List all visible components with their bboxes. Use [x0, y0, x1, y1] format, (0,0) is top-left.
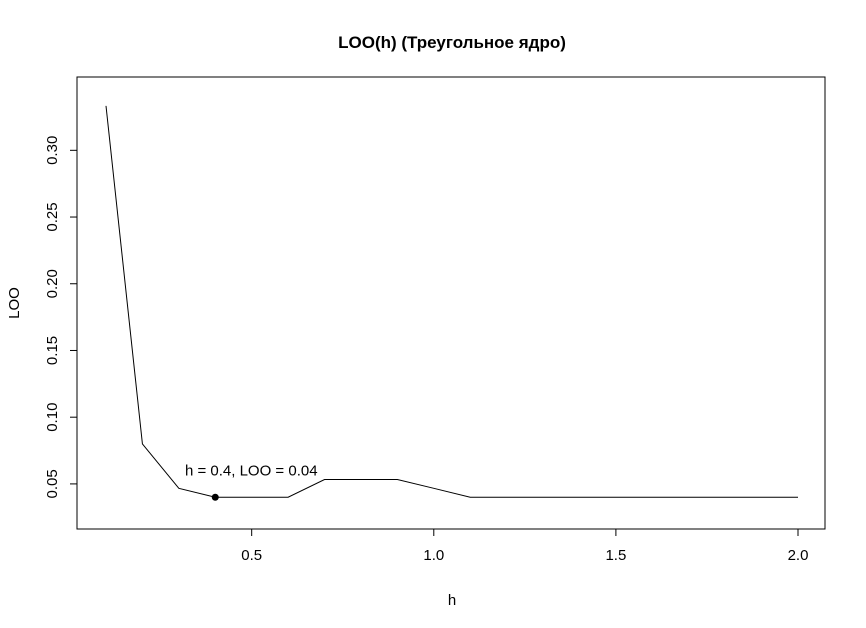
y-axis: 0.05 0.10 0.15 0.20 0.25 0.30 [44, 136, 78, 499]
optimal-h-annotation: h = 0.4, LOO = 0.04 [185, 462, 318, 479]
chart-title: LOO(h) (Треугольное ядро) [338, 33, 566, 52]
x-tick-label: 1.0 [423, 547, 444, 564]
loo-series-line [105, 105, 798, 498]
y-tick-label: 0.30 [44, 136, 61, 165]
y-tick-label: 0.10 [44, 403, 61, 432]
plot-box [76, 76, 826, 530]
x-axis-label: h [448, 592, 456, 609]
y-tick-label: 0.20 [44, 269, 61, 298]
x-tick-label: 1.5 [605, 547, 626, 564]
x-tick-label: 0.5 [241, 547, 262, 564]
y-tick-label: 0.15 [44, 336, 61, 365]
optimal-h-point [211, 493, 219, 501]
x-axis: 0.5 1.0 1.5 2.0 [241, 528, 809, 564]
y-tick-label: 0.25 [44, 202, 61, 231]
y-tick-label: 0.05 [44, 469, 61, 498]
x-tick-label: 2.0 [788, 547, 809, 564]
y-axis-label: LOO [6, 287, 23, 319]
